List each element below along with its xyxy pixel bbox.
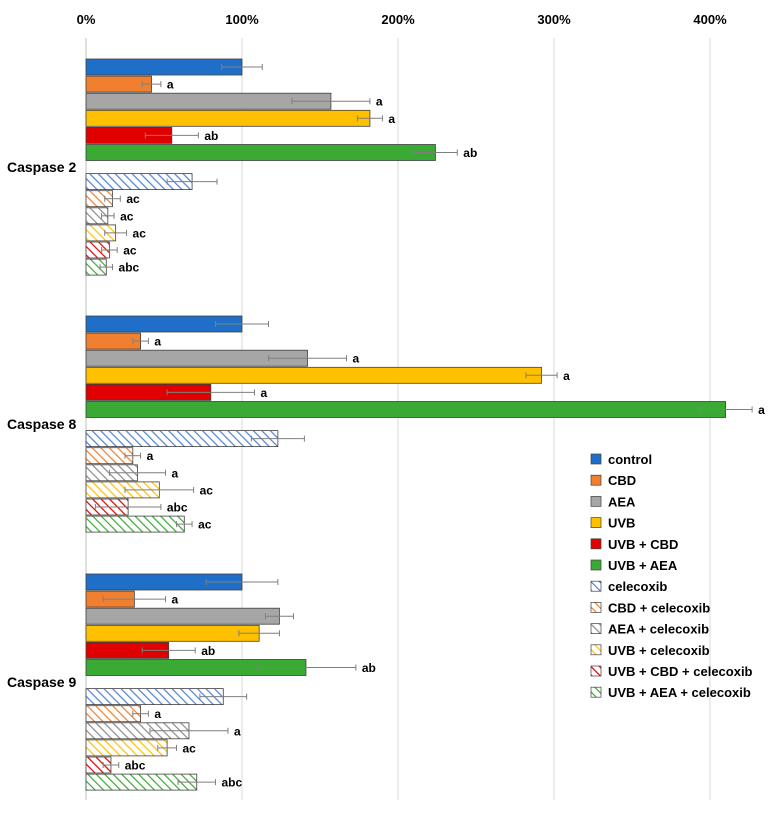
- legend-label: UVB + AEA + celecoxib: [608, 685, 751, 700]
- x-tick-label: 0%: [77, 12, 96, 27]
- significance-label: ac: [120, 209, 134, 223]
- legend-swatch: [590, 623, 602, 634]
- legend-swatch: [590, 496, 602, 507]
- bar-caspase-9-uvb: [85, 624, 260, 642]
- x-tick-label: 100%: [225, 12, 259, 27]
- legend-swatch: [590, 665, 602, 677]
- significance-label: abc: [125, 759, 146, 773]
- group-label: Caspase 8: [7, 416, 76, 432]
- x-axis: 0% 100% 200% 300% 400%: [77, 12, 727, 27]
- legend-label: UVB + AEA: [608, 558, 678, 573]
- significance-label: ac: [123, 244, 137, 258]
- significance-label: abc: [221, 776, 242, 790]
- legend-label: UVB + celecoxib: [608, 643, 710, 658]
- bar-caspase-2-uvb: [85, 109, 371, 127]
- bar-caspase-9-aea: [85, 607, 280, 625]
- legend-label: AEA: [608, 494, 636, 509]
- significance-label: a: [758, 403, 765, 417]
- legend-label: UVB: [608, 516, 635, 531]
- significance-label: ac: [198, 518, 212, 532]
- legend-label: UVB + CBD + celecoxib: [608, 664, 753, 679]
- significance-label: a: [260, 386, 267, 400]
- legend-swatch: [590, 580, 602, 592]
- significance-label: a: [172, 466, 179, 480]
- significance-label: a: [388, 112, 395, 126]
- legend: control CBD AEA UVB UVB + CBD UVB + AEA celeco…: [590, 452, 753, 700]
- bars: aaaababacacacacabcaaaaaaaacabcacaababaaa…: [85, 58, 765, 791]
- x-tick-label: 300%: [537, 12, 571, 27]
- significance-label: ab: [362, 661, 376, 675]
- significance-label: a: [167, 78, 174, 92]
- significance-label: ab: [201, 644, 215, 658]
- significance-label: a: [563, 369, 570, 383]
- significance-label: ac: [133, 226, 147, 240]
- group-label: Caspase 9: [7, 674, 76, 690]
- significance-label: a: [234, 724, 241, 738]
- legend-swatch: [590, 517, 602, 528]
- bar-caspase-8-uvb-aea: [85, 401, 726, 418]
- significance-label: ac: [182, 741, 196, 755]
- legend-swatch: [590, 602, 602, 613]
- significance-label: ac: [200, 483, 214, 497]
- bar-caspase-8-celecoxib: [85, 430, 279, 448]
- significance-label: a: [172, 593, 179, 607]
- legend-label: CBD + celecoxib: [608, 600, 710, 615]
- significance-label: a: [147, 449, 154, 463]
- legend-label: AEA + celecoxib: [608, 622, 709, 637]
- legend-swatch: [590, 644, 602, 656]
- bar-caspase-2-uvb-aea: [85, 144, 436, 161]
- significance-label: abc: [119, 261, 140, 275]
- x-tick-label: 200%: [381, 12, 415, 27]
- legend-swatch: [590, 559, 602, 571]
- legend-label: CBD: [608, 473, 636, 488]
- significance-label: a: [353, 352, 360, 366]
- legend-label: UVB + CBD: [608, 537, 678, 552]
- legend-swatch: [590, 686, 602, 698]
- legend-swatch: [590, 538, 602, 550]
- significance-label: a: [154, 335, 161, 349]
- bar-caspase-2-control: [85, 58, 243, 76]
- legend-swatch: [590, 453, 602, 465]
- bar-caspase-8-uvb-aea-celecoxib: [85, 515, 185, 533]
- significance-label: ab: [463, 146, 477, 160]
- legend-label: control: [608, 452, 652, 467]
- group-labels: Caspase 2 Caspase 8 Caspase 9: [7, 159, 76, 690]
- x-tick-label: 400%: [693, 12, 727, 27]
- bar-caspase-8-uvb: [85, 366, 542, 384]
- significance-label: abc: [167, 501, 188, 515]
- significance-label: a: [376, 95, 383, 109]
- legend-swatch: [590, 474, 602, 486]
- significance-label: a: [154, 707, 161, 721]
- legend-label: celecoxib: [608, 579, 667, 594]
- bar-caspase-9-uvb-celecoxib: [85, 739, 168, 757]
- group-label: Caspase 2: [7, 159, 76, 175]
- significance-label: ab: [204, 129, 218, 143]
- significance-label: ac: [126, 192, 140, 206]
